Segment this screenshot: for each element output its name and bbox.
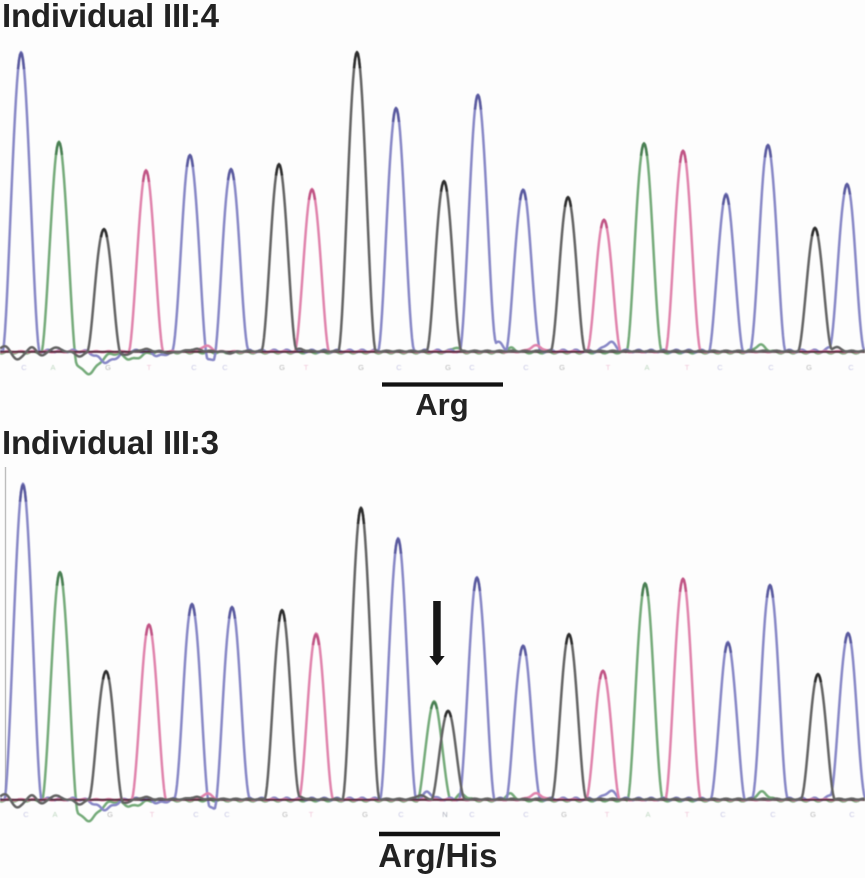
svg-text:C: C xyxy=(523,363,529,372)
svg-text:C: C xyxy=(224,810,230,819)
svg-text:C: C xyxy=(469,810,475,819)
svg-text:Arg/His: Arg/His xyxy=(378,837,497,874)
svg-text:T: T xyxy=(147,363,152,372)
svg-text:C: C xyxy=(469,363,475,372)
svg-text:C: C xyxy=(222,363,228,372)
svg-text:C: C xyxy=(717,363,723,372)
svg-text:G: G xyxy=(282,810,288,819)
svg-text:C: C xyxy=(193,810,199,819)
svg-text:T: T xyxy=(606,363,611,372)
svg-text:G: G xyxy=(358,363,364,372)
svg-text:Individual III:4: Individual III:4 xyxy=(2,0,220,34)
svg-text:A: A xyxy=(644,363,649,372)
svg-text:A: A xyxy=(645,810,650,819)
svg-text:T: T xyxy=(309,810,314,819)
svg-text:N: N xyxy=(442,810,447,819)
svg-text:A: A xyxy=(50,363,55,372)
svg-text:G: G xyxy=(362,810,368,819)
svg-text:C: C xyxy=(396,363,402,372)
svg-text:G: G xyxy=(105,363,111,372)
svg-text:Individual III:3: Individual III:3 xyxy=(2,424,219,461)
svg-text:G: G xyxy=(559,363,565,372)
svg-text:C: C xyxy=(849,810,855,819)
svg-text:T: T xyxy=(304,363,309,372)
svg-text:C: C xyxy=(523,810,529,819)
svg-text:G: G xyxy=(279,363,285,372)
svg-text:C: C xyxy=(720,810,726,819)
svg-text:A: A xyxy=(52,810,57,819)
svg-text:G: G xyxy=(561,810,567,819)
svg-text:G: G xyxy=(445,363,451,372)
svg-text:C: C xyxy=(21,363,27,372)
svg-text:Arg: Arg xyxy=(415,387,468,422)
svg-text:T: T xyxy=(685,810,690,819)
svg-text:C: C xyxy=(768,363,774,372)
svg-text:C: C xyxy=(23,810,29,819)
svg-text:C: C xyxy=(398,810,404,819)
svg-text:G: G xyxy=(107,810,113,819)
svg-text:C: C xyxy=(770,810,776,819)
svg-text:C: C xyxy=(191,363,197,372)
svg-text:T: T xyxy=(150,810,155,819)
svg-text:T: T xyxy=(685,363,690,372)
svg-text:T: T xyxy=(605,810,610,819)
svg-text:G: G xyxy=(806,363,812,372)
svg-text:C: C xyxy=(848,363,854,372)
svg-text:G: G xyxy=(810,810,816,819)
